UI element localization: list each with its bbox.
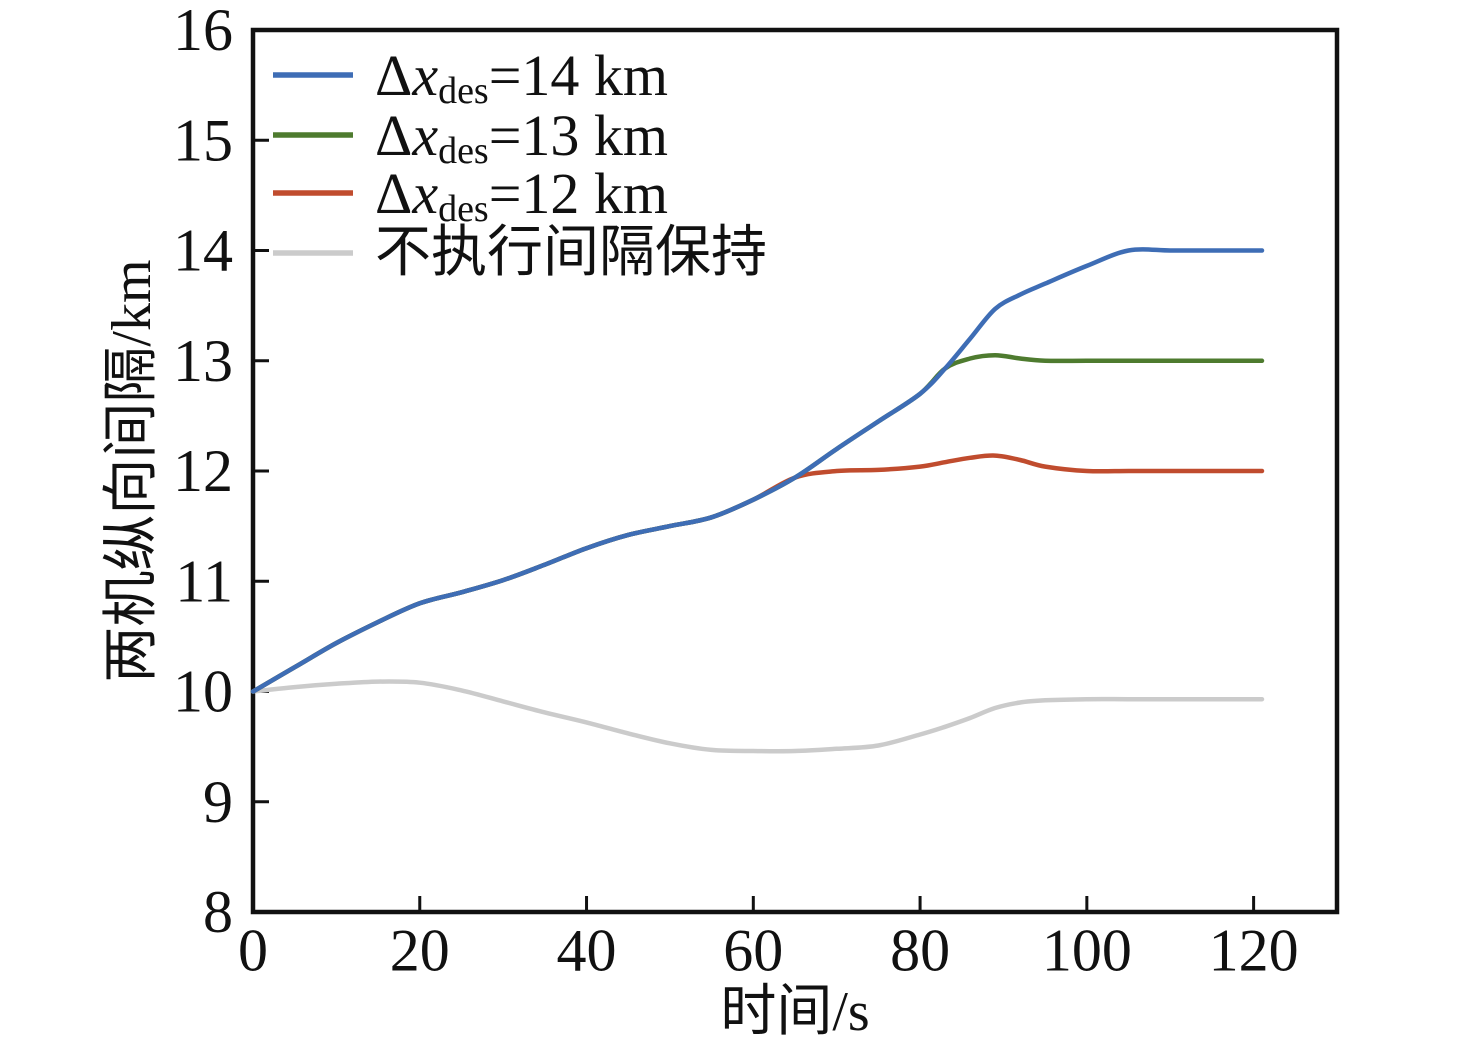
series-lines [250, 247, 1265, 754]
series-line-dx14 [250, 247, 1265, 694]
x-tick-label: 60 [723, 917, 783, 983]
y-tick-label: 12 [173, 438, 233, 504]
y-tick-label: 15 [173, 107, 233, 173]
legend-label-dx14: Δxdes=14 km [375, 43, 668, 113]
series-line-dx13 [250, 352, 1265, 694]
y-tick-label: 16 [173, 0, 233, 63]
x-axis-label: 时间/s [720, 981, 869, 1043]
legend-label-dx13: Δxdes=13 km [375, 103, 668, 173]
y-axis-label: 两机纵向间隔/km [101, 259, 163, 682]
y-tick-label: 13 [173, 328, 233, 394]
y-tick-label: 8 [203, 879, 233, 945]
series-line-baseline [250, 679, 1265, 754]
y-tick-label: 11 [175, 548, 233, 614]
x-tick-label: 100 [1042, 917, 1132, 983]
y-tick-label: 9 [203, 769, 233, 835]
x-tick-label: 20 [390, 917, 450, 983]
y-tick-label: 10 [173, 659, 233, 725]
legend-label-dx12: Δxdes=12 km [375, 161, 668, 231]
series-line-dx12 [250, 453, 1265, 694]
y-tick-label: 14 [173, 218, 233, 284]
x-tick-label: 80 [890, 917, 950, 983]
x-tick-label: 120 [1209, 917, 1299, 983]
legend-label-baseline: 不执行间隔保持 [375, 222, 767, 284]
x-tick-label: 40 [557, 917, 617, 983]
axis-tick-labels: 0 20 40 60 80 100 120 8 9 10 11 12 13 14 15 16 [173, 0, 1299, 983]
x-tick-label: 0 [238, 917, 268, 983]
